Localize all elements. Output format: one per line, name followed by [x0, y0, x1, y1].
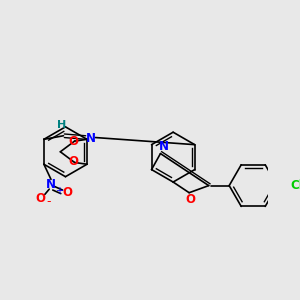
Text: Cl: Cl	[290, 179, 300, 192]
Text: O: O	[35, 192, 45, 205]
Text: O: O	[185, 193, 195, 206]
Text: +: +	[55, 186, 63, 196]
Text: O: O	[69, 155, 79, 168]
Text: H: H	[57, 120, 66, 130]
Text: O: O	[69, 136, 79, 148]
Text: O: O	[62, 186, 72, 199]
Text: N: N	[46, 178, 56, 191]
Text: N: N	[159, 140, 169, 153]
Text: N: N	[86, 132, 96, 145]
Text: -: -	[46, 195, 51, 208]
